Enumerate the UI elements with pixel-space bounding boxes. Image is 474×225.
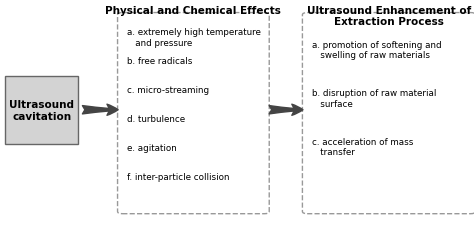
Text: c. micro-streaming: c. micro-streaming <box>127 86 209 95</box>
Text: a. promotion of softening and
   swelling of raw materials: a. promotion of softening and swelling o… <box>312 40 441 60</box>
Text: b. free radicals: b. free radicals <box>127 57 192 66</box>
FancyBboxPatch shape <box>5 76 78 144</box>
Text: d. turbulence: d. turbulence <box>127 115 185 124</box>
Text: b. disruption of raw material
   surface: b. disruption of raw material surface <box>312 89 436 108</box>
FancyBboxPatch shape <box>118 14 269 214</box>
Text: Physical and Chemical Effects: Physical and Chemical Effects <box>105 6 282 16</box>
Text: f. inter-particle collision: f. inter-particle collision <box>127 172 229 181</box>
Text: e. agitation: e. agitation <box>127 143 177 152</box>
Text: a. extremely high temperature
   and pressure: a. extremely high temperature and pressu… <box>127 28 261 47</box>
Text: Ultrasound Enhancement of
Extraction Process: Ultrasound Enhancement of Extraction Pro… <box>307 6 471 27</box>
Text: Ultrasound
cavitation: Ultrasound cavitation <box>9 99 74 121</box>
Text: c. acceleration of mass
   transfer: c. acceleration of mass transfer <box>312 137 413 157</box>
FancyBboxPatch shape <box>302 14 474 214</box>
